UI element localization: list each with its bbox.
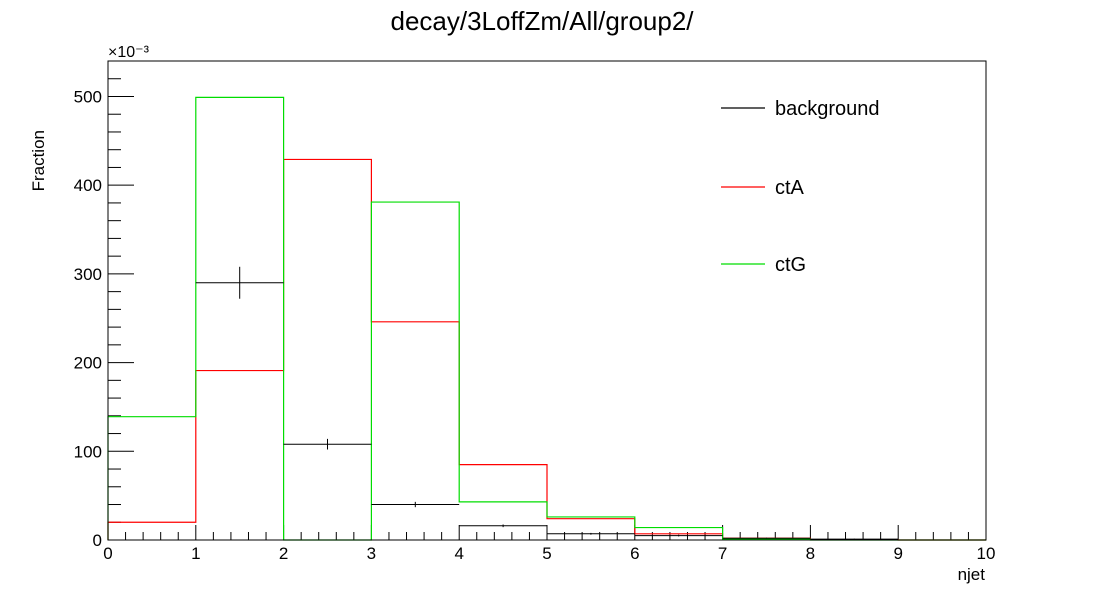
x-tick-label: 10	[977, 544, 996, 563]
x-tick-label: 7	[718, 544, 727, 563]
x-tick-label: 6	[630, 544, 639, 563]
y-tick-label: 100	[74, 442, 102, 461]
y-axis-label: Fraction	[29, 130, 48, 191]
y-tick-label: 500	[74, 87, 102, 106]
x-tick-label: 8	[806, 544, 815, 563]
x-tick-label: 1	[191, 544, 200, 563]
legend: background ctA ctG	[721, 98, 880, 276]
series-background	[195, 266, 899, 540]
x-tick-label: 9	[893, 544, 902, 563]
plot-frame	[107, 60, 987, 541]
x-tick-label: 5	[542, 544, 551, 563]
y-tick-label: 0	[93, 531, 102, 550]
series-ctG-histogram	[107, 96, 986, 541]
legend-label-ctA: ctA	[775, 177, 805, 199]
chart-title: decay/3LoffZm/All/group2/	[390, 6, 694, 36]
series-layer	[107, 96, 986, 541]
x-tick-label: 2	[279, 544, 288, 563]
x-tick-label: 3	[367, 544, 376, 563]
y-tick-label: 200	[74, 354, 102, 373]
y-tick-label: 400	[74, 176, 102, 195]
y-tick-label: 300	[74, 265, 102, 284]
y-axis-multiplier: ×10⁻³	[108, 44, 150, 61]
x-tick-label: 4	[454, 544, 463, 563]
x-tick-label: 0	[103, 544, 112, 563]
x-axis-label: njet	[958, 565, 986, 584]
legend-label-background: background	[775, 98, 880, 120]
legend-label-ctG: ctG	[775, 254, 806, 276]
